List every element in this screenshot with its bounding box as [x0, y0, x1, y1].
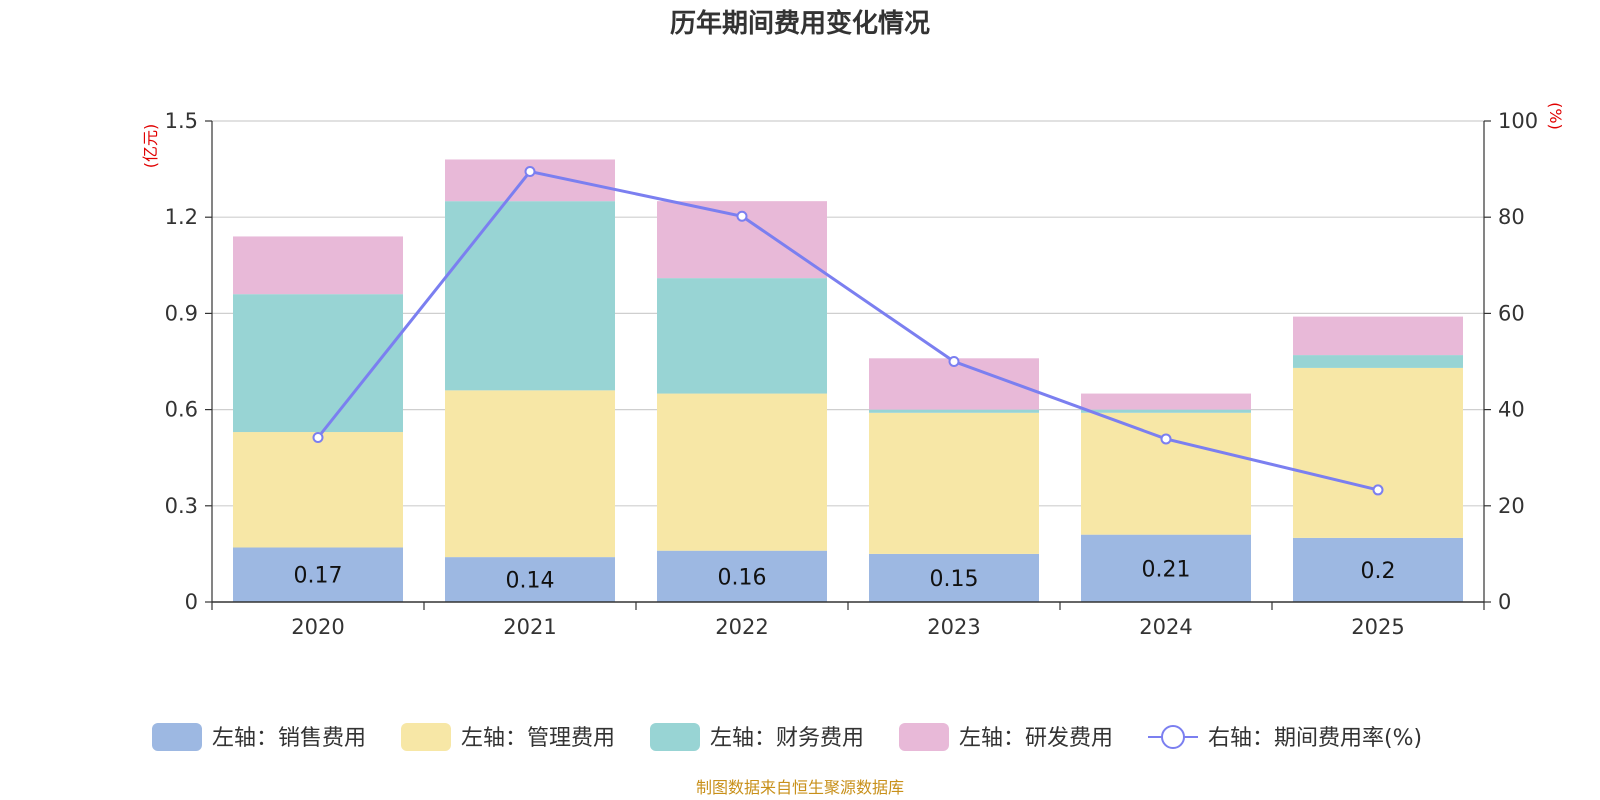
axes: 0 0.3 0.6 0.9 1.2 1.5 0 20 40 60 80 100 2020 2021 2022… [165, 109, 1539, 639]
bar-value-label: 0.21 [1142, 557, 1191, 582]
x-tick-label: 2022 [715, 615, 768, 639]
left-tick-label: 0.3 [165, 494, 198, 518]
rate-point-2021 [524, 166, 536, 178]
x-tick-label: 2024 [1139, 615, 1192, 639]
bar-1-2020 [233, 547, 403, 602]
legend-swatch-2 [401, 723, 451, 751]
bar-1-2022 [657, 550, 827, 602]
legend-swatch-4 [899, 723, 949, 751]
bar-2-2021 [445, 390, 615, 558]
bar-value-label: 0.14 [506, 569, 555, 594]
left-tick-label: 0 [185, 590, 198, 614]
bar-value-label: 0.16 [718, 565, 767, 590]
left-tick-label: 0.6 [165, 398, 198, 422]
bar-4-2021 [445, 159, 615, 202]
bar-3-2022 [657, 278, 827, 394]
bar-2-2025 [1293, 367, 1463, 538]
right-tick-label: 0 [1498, 590, 1511, 614]
rate-line [312, 166, 1384, 496]
rate-point-2024 [1160, 433, 1172, 445]
gridlines [212, 120, 1484, 507]
bar-4-2020 [233, 236, 403, 295]
bar-3-2021 [445, 201, 615, 391]
bar-3-2025 [1293, 355, 1463, 368]
right-tick-label: 100 [1498, 109, 1538, 133]
chart-title: 历年期间费用变化情况 [670, 8, 930, 39]
left-axis-unit: (亿元) [141, 124, 160, 169]
bar-2-2024 [1081, 412, 1251, 535]
right-tick-label: 40 [1498, 398, 1525, 422]
bars: 0.17 0.14 0.16 0.15 0.21 0.2 [233, 159, 1463, 602]
legend-label-2: 左轴：管理费用 [461, 726, 615, 751]
bar-3-2020 [233, 294, 403, 433]
x-tick-label: 2023 [927, 615, 980, 639]
left-tick-label: 1.2 [165, 205, 198, 229]
bar-1-2025 [1293, 537, 1463, 602]
bar-2-2020 [233, 432, 403, 548]
bar-2-2022 [657, 393, 827, 551]
left-tick-label: 0.9 [165, 301, 198, 325]
legend-label-4: 左轴：研发费用 [959, 726, 1113, 751]
right-axis-unit: (%) [1546, 102, 1565, 130]
bar-value-label: 0.15 [930, 567, 979, 592]
rate-point-2020 [312, 431, 324, 443]
bar-1-2023 [869, 553, 1039, 602]
bar-2-2023 [869, 412, 1039, 554]
bar-4-2024 [1081, 393, 1251, 410]
rate-point-2022 [736, 210, 748, 222]
bar-value-label: 0.2 [1361, 559, 1396, 584]
rate-point-2023 [948, 356, 960, 367]
legend: 左轴：销售费用 左轴：管理费用 左轴：财务费用 左轴：研发费用 右轴：期间费用率(%) [152, 723, 1422, 751]
legend-label-1: 左轴：销售费用 [212, 726, 366, 751]
x-tick-label: 2025 [1351, 615, 1404, 639]
legend-swatch-3 [650, 723, 700, 751]
bar-4-2025 [1293, 316, 1463, 356]
legend-swatch-1 [152, 723, 202, 751]
right-tick-label: 80 [1498, 205, 1525, 229]
bar-3-2024 [1081, 409, 1251, 413]
source-note: 制图数据来自恒生聚源数据库 [696, 778, 904, 797]
right-tick-label: 60 [1498, 301, 1525, 325]
bar-3-2023 [869, 409, 1039, 413]
bar-1-2024 [1081, 534, 1251, 602]
legend-line-marker [1161, 725, 1185, 749]
bar-value-label: 0.17 [294, 564, 343, 589]
x-tick-label: 2021 [503, 615, 556, 639]
legend-label-3: 左轴：财务费用 [710, 726, 864, 751]
x-tick-label: 2020 [291, 615, 344, 639]
rate-line-path [316, 169, 1379, 492]
rate-point-2025 [1372, 484, 1384, 496]
bar-1-2021 [445, 557, 615, 602]
right-tick-label: 20 [1498, 494, 1525, 518]
legend-label-5: 右轴：期间费用率(%) [1208, 726, 1422, 751]
left-tick-label: 1.5 [165, 109, 198, 133]
